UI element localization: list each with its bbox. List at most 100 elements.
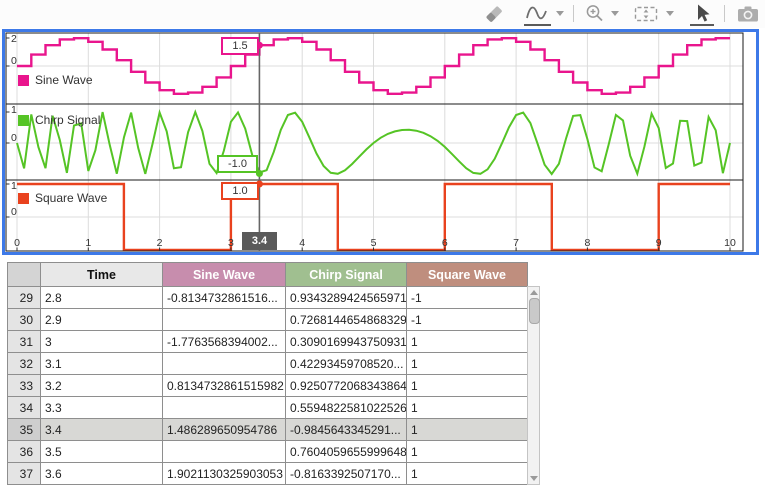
data-cell[interactable]: [163, 397, 286, 419]
column-header-sine-wave[interactable]: Sine Wave: [163, 263, 286, 287]
data-cell[interactable]: 1: [407, 419, 528, 441]
table-row-35[interactable]: 353.41.486289650954786-0.9845643345291..…: [8, 419, 528, 441]
svg-text:6: 6: [442, 237, 448, 249]
column-header-square-wave[interactable]: Square Wave: [407, 263, 528, 287]
row-index-cell[interactable]: 37: [8, 463, 41, 485]
row-index-cell[interactable]: 32: [8, 353, 41, 375]
row-index-cell[interactable]: 30: [8, 309, 41, 331]
data-cell[interactable]: -0.8134732861516...: [163, 287, 286, 309]
data-cell[interactable]: 2.8: [41, 287, 163, 309]
svg-text:3: 3: [228, 237, 234, 249]
toolbar: [0, 0, 765, 28]
fit-to-view-icon[interactable]: [632, 3, 658, 25]
data-cell[interactable]: -1: [407, 309, 528, 331]
data-cell[interactable]: -0.9845643345291...: [286, 419, 407, 441]
data-cell[interactable]: -0.8163392507170...: [286, 463, 407, 485]
row-index-cell[interactable]: 33: [8, 375, 41, 397]
data-cell[interactable]: 1.9021130325903053: [163, 463, 286, 485]
data-cell[interactable]: 3.4: [41, 419, 163, 441]
table-scrollbar[interactable]: [527, 286, 540, 485]
svg-text:8: 8: [584, 237, 590, 249]
table-row-33[interactable]: 333.20.81347328615159820.925077206834386…: [8, 375, 528, 397]
data-cell[interactable]: 0.9250772068343864: [286, 375, 407, 397]
data-cell[interactable]: 3.1: [41, 353, 163, 375]
zoom-in-icon[interactable]: [584, 3, 610, 25]
scrollbar-down-arrow-icon[interactable]: [530, 476, 538, 481]
data-cell[interactable]: [163, 309, 286, 331]
svg-text:0: 0: [11, 55, 17, 67]
table-row-31[interactable]: 313-1.7763568394002...0.3090169943750931…: [8, 331, 528, 353]
data-cell[interactable]: 3.6: [41, 463, 163, 485]
table-row-30[interactable]: 302.9 0.7268144654868329-1: [8, 309, 528, 331]
row-index-cell[interactable]: 35: [8, 419, 41, 441]
cursor-time-badge[interactable]: 3.4: [242, 232, 277, 250]
data-cell[interactable]: 3.3: [41, 397, 163, 419]
data-cell[interactable]: 1.486289650954786: [163, 419, 286, 441]
data-cell[interactable]: 3.2: [41, 375, 163, 397]
cursor-value-sine[interactable]: 1.5: [221, 37, 259, 55]
cursor-value-chirp[interactable]: -1.0: [217, 155, 258, 173]
svg-text:0: 0: [11, 206, 17, 218]
fit-to-view-dropdown-caret[interactable]: [666, 11, 674, 16]
scope-plot-area[interactable]: 201010012345678910 Sine Wave Chirp Signa…: [2, 29, 759, 255]
table-row-32[interactable]: 323.1 0.42293459708520...1: [8, 353, 528, 375]
row-index-cell[interactable]: 36: [8, 441, 41, 463]
column-header-chirp-signal[interactable]: Chirp Signal: [286, 263, 407, 287]
signal-trace-icon[interactable]: [524, 3, 550, 25]
svg-text:1: 1: [85, 237, 91, 249]
svg-text:2: 2: [11, 33, 17, 45]
svg-text:1: 1: [11, 180, 17, 192]
row-index-cell[interactable]: 29: [8, 287, 41, 309]
y-axis-labels: 201010: [6, 33, 17, 218]
data-cell[interactable]: 0.3090169943750931: [286, 331, 407, 353]
cursor-value-square[interactable]: 1.0: [221, 182, 259, 200]
eraser-icon[interactable]: [482, 3, 508, 25]
toolbar-separator: [573, 5, 574, 22]
snapshot-camera-icon[interactable]: [735, 3, 761, 25]
pointer-icon[interactable]: [690, 3, 716, 25]
scrollbar-thumb[interactable]: [529, 298, 540, 324]
svg-text:2: 2: [157, 237, 163, 249]
signal-trace-dropdown-caret[interactable]: [556, 11, 564, 16]
svg-text:0: 0: [14, 237, 20, 249]
data-cell[interactable]: -1: [407, 287, 528, 309]
data-cell[interactable]: 1: [407, 375, 528, 397]
table-row-29[interactable]: 292.8-0.8134732861516...0.93432894245659…: [8, 287, 528, 309]
data-cell[interactable]: 1: [407, 353, 528, 375]
data-cell[interactable]: 0.7604059655999648: [286, 441, 407, 463]
svg-text:4: 4: [299, 237, 305, 249]
table-row-37[interactable]: 373.61.9021130325903053-0.8163392507170.…: [8, 463, 528, 485]
scope-canvas: 201010012345678910: [5, 32, 756, 252]
svg-text:10: 10: [724, 237, 736, 249]
column-header-index[interactable]: [8, 263, 41, 287]
data-cell[interactable]: 2.9: [41, 309, 163, 331]
pointer-active-underline: [690, 24, 714, 26]
signal-trace-active-underline: [524, 24, 551, 26]
column-header-time[interactable]: Time: [41, 263, 163, 287]
table-row-34[interactable]: 343.3 0.55948225810225261: [8, 397, 528, 419]
data-cell[interactable]: 1: [407, 331, 528, 353]
data-cell[interactable]: 0.42293459708520...: [286, 353, 407, 375]
data-cell[interactable]: 0.7268144654868329: [286, 309, 407, 331]
signal-data-table: TimeSine WaveChirp SignalSquare Wave292.…: [7, 262, 528, 485]
data-cell[interactable]: 0.8134732861515982: [163, 375, 286, 397]
data-cell[interactable]: [163, 353, 286, 375]
table-row-36[interactable]: 363.5 0.76040596559996481: [8, 441, 528, 463]
data-cell[interactable]: -1.7763568394002...: [163, 331, 286, 353]
data-cell[interactable]: [163, 441, 286, 463]
row-index-cell[interactable]: 31: [8, 331, 41, 353]
zoom-dropdown-caret[interactable]: [611, 11, 619, 16]
svg-text:5: 5: [371, 237, 377, 249]
data-cell[interactable]: 3: [41, 331, 163, 353]
data-cell[interactable]: 1: [407, 441, 528, 463]
row-index-cell[interactable]: 34: [8, 397, 41, 419]
data-cell[interactable]: 1: [407, 397, 528, 419]
data-cell[interactable]: 3.5: [41, 441, 163, 463]
svg-text:7: 7: [513, 237, 519, 249]
signal-viewer-app: 201010012345678910 Sine Wave Chirp Signa…: [0, 0, 765, 485]
data-cell[interactable]: 1: [407, 463, 528, 485]
svg-text:1: 1: [11, 104, 17, 116]
data-cell[interactable]: 0.5594822581022526: [286, 397, 407, 419]
data-cell[interactable]: 0.9343289424565971: [286, 287, 407, 309]
scrollbar-up-arrow-icon[interactable]: [530, 290, 538, 295]
